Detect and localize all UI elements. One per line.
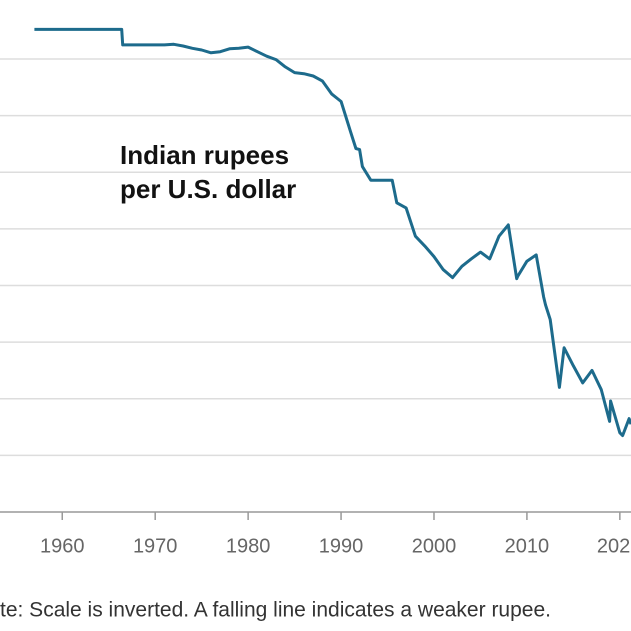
data-line bbox=[34, 27, 631, 438]
x-tick-label: 2000 bbox=[412, 535, 457, 557]
annotation: per U.S. dollar bbox=[120, 174, 296, 204]
x-tick-label: 1980 bbox=[226, 535, 271, 557]
x-tick-label: 202 bbox=[597, 535, 630, 557]
x-tick-label: 1960 bbox=[40, 535, 85, 557]
x-tick-label: 2010 bbox=[505, 535, 550, 557]
annotation: Indian rupees bbox=[120, 140, 289, 170]
x-tick-label: 1990 bbox=[319, 535, 364, 557]
footnote: te: Scale is inverted. A falling line in… bbox=[0, 599, 551, 622]
x-tick-label: 1970 bbox=[133, 535, 178, 557]
